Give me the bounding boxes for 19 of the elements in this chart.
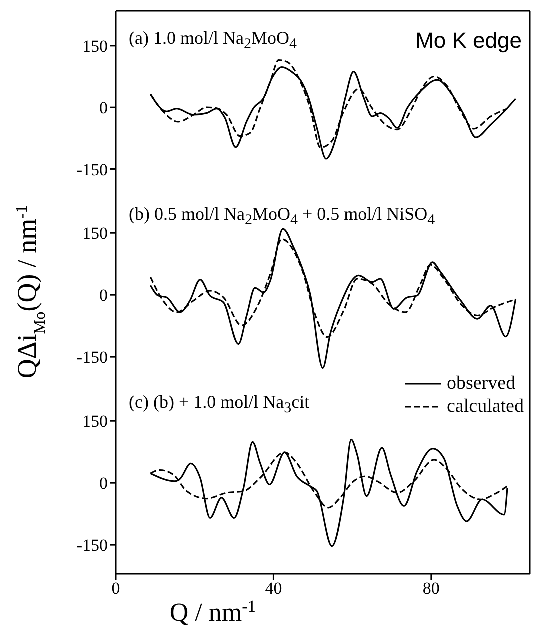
y-tick-label: 0 <box>100 286 108 306</box>
x-tick-label: 0 <box>112 579 120 598</box>
x-tick-label: 80 <box>422 579 440 598</box>
y-tick-label: -150 <box>76 536 108 556</box>
annotation: Mo K edge <box>416 28 522 54</box>
y-tick-label: 0 <box>100 98 108 118</box>
x-axis-title: Q / nm$^{-1}$ <box>170 596 256 627</box>
text: (c) (b) + 1.0 mol/l Na$_{3}$cit <box>129 392 310 418</box>
legend-label: calculated <box>446 395 524 418</box>
y-tick-label: 0 <box>100 474 108 494</box>
y-tick-label: 150 <box>82 224 108 244</box>
text: (a) 1.0 mol/l Na$_{2}$MoO$_{4}$ <box>129 28 297 54</box>
x-tick-label: 40 <box>265 579 282 598</box>
y-tick-label: 150 <box>82 412 108 432</box>
y-tick-label: 150 <box>82 36 108 56</box>
y-tick-label: -150 <box>76 160 108 180</box>
y-tick-label: -150 <box>76 348 108 368</box>
legend-label: observed <box>446 372 516 395</box>
text: (b) 0.5 mol/l Na$_{2}$MoO$_{4}$ + 0.5 mol/l NiSO$_{4}$ <box>129 204 436 230</box>
